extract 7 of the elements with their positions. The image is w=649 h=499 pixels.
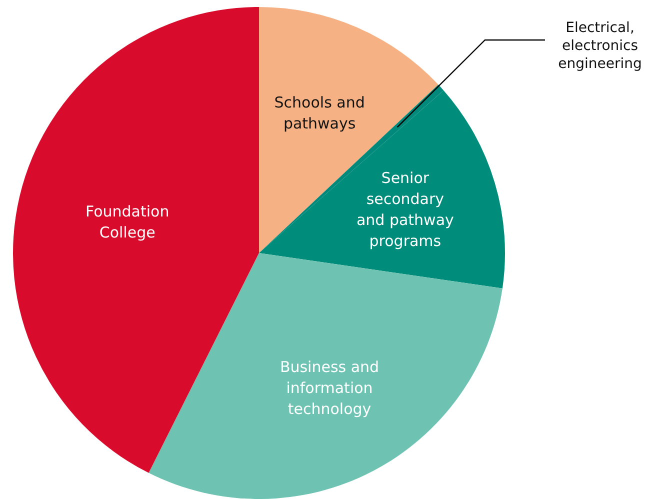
pie-slice — [13, 7, 259, 473]
slice-label: Schools and pathways — [274, 94, 365, 133]
slice-label: Senior secondary and pathway programs — [356, 169, 454, 250]
slice-label: Electrical, electronics engineering — [558, 20, 642, 72]
slice-label: Foundation College — [85, 202, 170, 242]
slice-label: Business and information technology — [280, 358, 380, 418]
pie-slice — [148, 253, 502, 499]
